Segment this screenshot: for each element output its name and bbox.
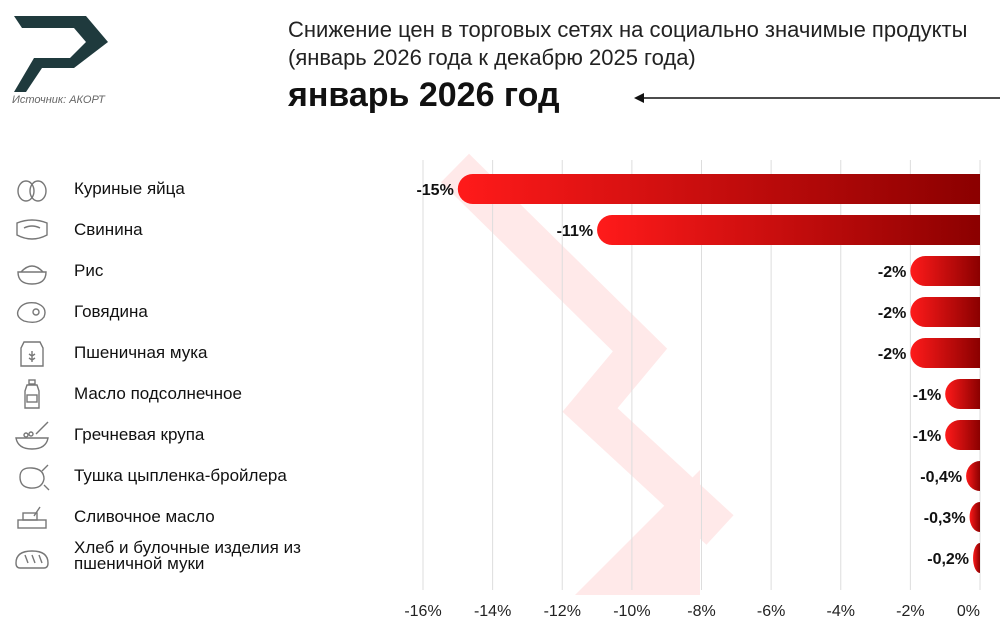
- value-label: -2%: [878, 305, 906, 322]
- category-label: Свинина: [74, 220, 143, 239]
- bar: [910, 297, 980, 327]
- pork-icon: [12, 213, 52, 247]
- category-label: Говядина: [74, 302, 148, 321]
- bar: [973, 543, 980, 573]
- category-label: Сливочное масло: [74, 507, 215, 526]
- value-label: -15%: [416, 182, 453, 199]
- source-note: Источник: АКОРТ: [12, 94, 105, 106]
- akort-logo: [14, 16, 108, 92]
- oil-bottle-icon: [12, 377, 52, 411]
- value-labels: -15% -11% -2% -2% -2% -1% -1% -0,4% -0,3% -0,2%: [416, 182, 969, 568]
- category-label: Хлеб и булочные изделия из пшеничной мук…: [74, 538, 301, 573]
- flour-icon: [12, 336, 52, 370]
- x-tick-label: -4%: [827, 603, 855, 620]
- period-heading: январь 2026 год: [288, 76, 560, 114]
- beef-icon: [12, 295, 52, 329]
- value-label: -2%: [878, 346, 906, 363]
- x-tick-label: -6%: [757, 603, 785, 620]
- chart-title: Снижение цен в торговых сетях на социаль…: [288, 17, 968, 70]
- x-tick-label: -10%: [613, 603, 650, 620]
- rice-icon: [12, 254, 52, 288]
- x-tick-label: -16%: [404, 603, 441, 620]
- x-tick-label: -14%: [474, 603, 511, 620]
- value-label: -11%: [557, 223, 593, 240]
- bar: [969, 502, 980, 532]
- x-tick-label: -2%: [896, 603, 924, 620]
- bar: [597, 215, 980, 245]
- category-label: Тушка цыпленка-бройлера: [74, 466, 287, 485]
- value-label: -2%: [878, 264, 906, 281]
- buckwheat-icon: [12, 418, 52, 452]
- value-label: -0,4%: [920, 469, 962, 486]
- value-label: -1%: [913, 387, 941, 404]
- butter-icon: [12, 500, 52, 534]
- category-label: Куриные яйца: [74, 179, 185, 198]
- bar: [910, 338, 980, 368]
- bar: [945, 420, 980, 450]
- bars: [457, 174, 981, 573]
- value-label: -0,3%: [924, 510, 966, 527]
- chicken-icon: [12, 459, 52, 493]
- value-label: -0,2%: [927, 551, 969, 568]
- category-label: Масло подсолнечное: [74, 384, 242, 403]
- pointer-arrow-icon: [634, 93, 1000, 103]
- bread-icon: [12, 541, 52, 575]
- x-tick-label: -12%: [544, 603, 581, 620]
- x-tick-label: -8%: [687, 603, 715, 620]
- bar: [966, 461, 980, 491]
- value-label: -1%: [913, 428, 941, 445]
- bar: [945, 379, 980, 409]
- down-trend-arrow-icon: [440, 153, 734, 595]
- eggs-icon: [12, 172, 52, 206]
- category-label: Пшеничная мука: [74, 343, 208, 362]
- x-tick-label: 0%: [957, 603, 980, 620]
- bar: [910, 256, 980, 286]
- category-label: Рис: [74, 261, 104, 280]
- bar: [457, 174, 981, 204]
- x-tick-labels: -16% -14% -12% -10% -8% -6% -4% -2% 0%: [404, 603, 980, 620]
- category-label: Гречневая крупа: [74, 425, 205, 444]
